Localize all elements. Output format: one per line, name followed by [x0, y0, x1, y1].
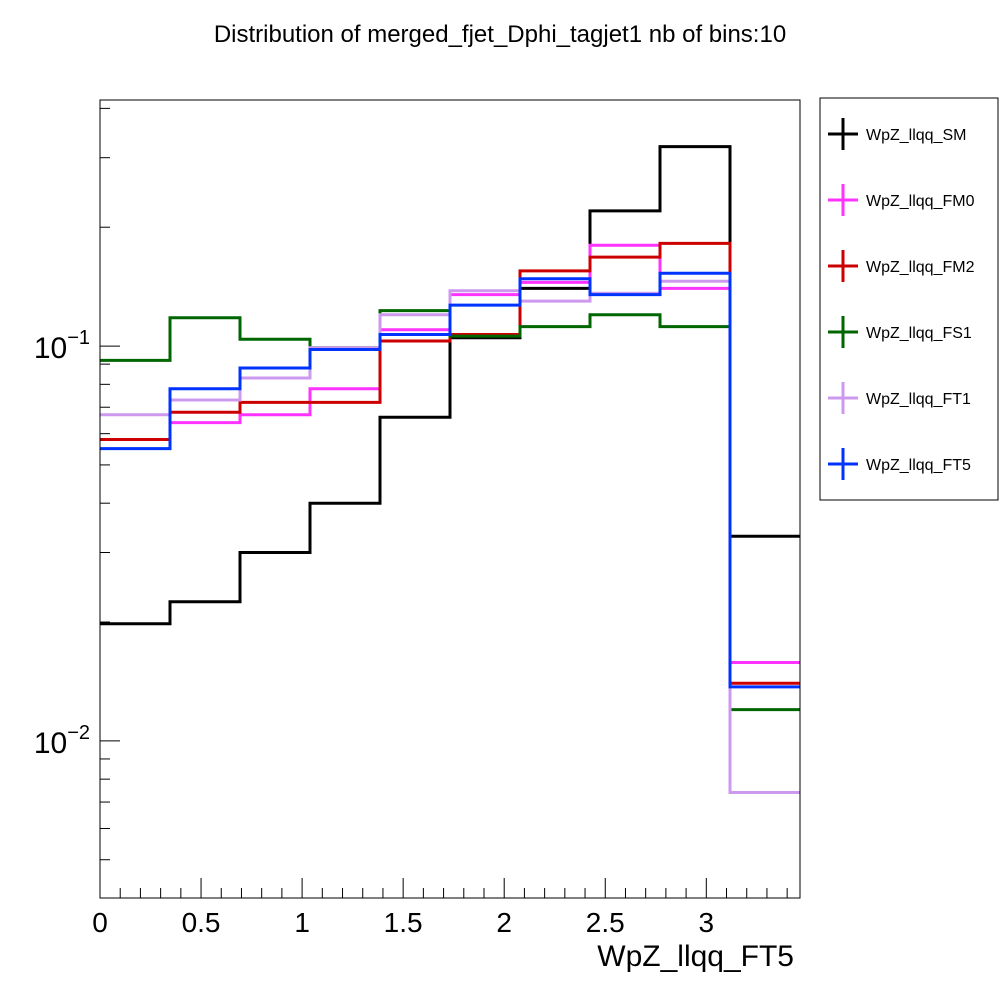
- legend-label: WpZ_llqq_FT1: [866, 391, 971, 408]
- x-tick-label: 0: [92, 907, 108, 938]
- x-tick-label: 0.5: [182, 907, 221, 938]
- x-tick-label: 2.5: [586, 907, 625, 938]
- legend-label: WpZ_llqq_FT5: [866, 457, 971, 474]
- legend-label: WpZ_llqq_FM0: [866, 193, 975, 210]
- legend-box: [819, 97, 999, 501]
- x-tick-label: 1.5: [384, 907, 423, 938]
- series-line-WpZ_llqq_SM: [100, 145, 800, 626]
- y-tick-label: 10−2: [34, 722, 90, 760]
- legend-label: WpZ_llqq_SM: [866, 127, 966, 144]
- legend-label: WpZ_llqq_FM2: [866, 259, 975, 276]
- legend: WpZ_llqq_SM WpZ_llqq_FM0 WpZ_llqq_FM2 WpZ_l…: [819, 97, 999, 501]
- chart-title: Distribution of merged_fjet_Dphi_tagjet1…: [214, 21, 786, 48]
- series-line-WpZ_llqq_FT5: [100, 271, 800, 689]
- y-tick-label: 10−1: [34, 327, 90, 365]
- x-tick-label: 2: [496, 907, 512, 938]
- plot-frame: [99, 99, 801, 899]
- plot-area: 0 0.5 1 1.5 2 2.5 3 10−1 10−2: [34, 99, 801, 938]
- legend-label: WpZ_llqq_FS1: [866, 325, 972, 342]
- x-tick-label: 3: [699, 907, 715, 938]
- x-tick-label: 1: [294, 907, 310, 938]
- x-axis-label: WpZ_llqq_FT5: [597, 940, 794, 973]
